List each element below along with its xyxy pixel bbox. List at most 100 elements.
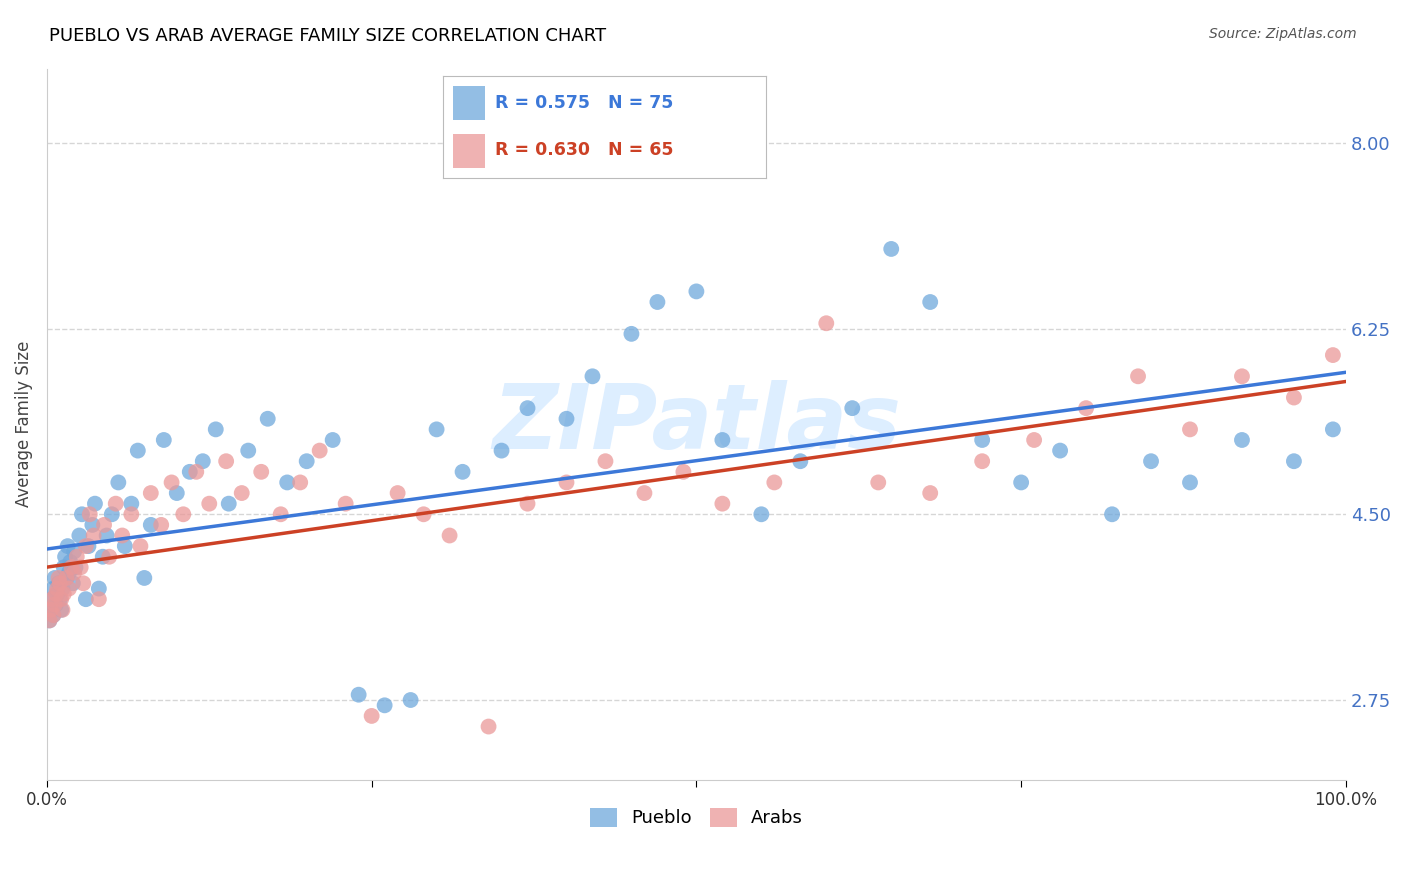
Point	[1178, 422, 1201, 436]
Text: R = 0.575   N = 75: R = 0.575 N = 75	[495, 94, 673, 112]
Point	[84, 497, 107, 511]
Point	[1282, 454, 1305, 468]
Point	[65, 560, 87, 574]
Point	[920, 295, 942, 310]
Point	[516, 497, 538, 511]
Text: ZIPatlas: ZIPatlas	[492, 380, 901, 468]
Point	[412, 508, 434, 522]
Point	[374, 698, 396, 713]
Point	[451, 465, 474, 479]
Point	[70, 508, 93, 522]
Point	[581, 369, 603, 384]
Point	[215, 454, 238, 468]
Point	[51, 603, 73, 617]
Point	[58, 582, 80, 596]
Point	[620, 326, 643, 341]
Point	[42, 582, 65, 596]
Point	[322, 433, 344, 447]
Text: R = 0.630   N = 65: R = 0.630 N = 65	[495, 141, 673, 159]
Point	[672, 465, 695, 479]
Point	[63, 544, 86, 558]
Point	[96, 528, 118, 542]
Point	[204, 422, 226, 436]
Point	[129, 539, 152, 553]
Point	[77, 539, 100, 553]
Point	[53, 549, 76, 564]
Point	[42, 608, 65, 623]
Point	[250, 465, 273, 479]
Point	[972, 433, 994, 447]
Point	[114, 539, 136, 553]
Point	[49, 592, 72, 607]
Point	[152, 433, 174, 447]
Bar	[453, 135, 485, 168]
Point	[39, 603, 62, 617]
Point	[51, 603, 73, 617]
Point	[82, 517, 104, 532]
Point	[120, 508, 142, 522]
Point	[1282, 391, 1305, 405]
Point	[38, 614, 60, 628]
Point	[51, 592, 73, 607]
Point	[46, 587, 69, 601]
Point	[231, 486, 253, 500]
Point	[160, 475, 183, 490]
Point	[763, 475, 786, 490]
Point	[60, 560, 83, 574]
Text: PUEBLO VS ARAB AVERAGE FAMILY SIZE CORRELATION CHART: PUEBLO VS ARAB AVERAGE FAMILY SIZE CORRE…	[49, 27, 606, 45]
Point	[49, 576, 72, 591]
Point	[44, 598, 66, 612]
Point	[841, 401, 863, 416]
Point	[179, 465, 201, 479]
Point	[555, 475, 578, 490]
Point	[290, 475, 312, 490]
Point	[41, 592, 63, 607]
Point	[75, 539, 97, 553]
Point	[711, 497, 734, 511]
Point	[633, 486, 655, 500]
Point	[491, 443, 513, 458]
Point	[62, 576, 84, 591]
Point	[1049, 443, 1071, 458]
Point	[139, 486, 162, 500]
Point	[789, 454, 811, 468]
Point	[111, 528, 134, 542]
Point	[83, 528, 105, 542]
Point	[55, 571, 77, 585]
Point	[335, 497, 357, 511]
Point	[87, 582, 110, 596]
Point	[191, 454, 214, 468]
Point	[66, 549, 89, 564]
Point	[59, 555, 82, 569]
Point	[46, 582, 69, 596]
Point	[127, 443, 149, 458]
Point	[101, 508, 124, 522]
Point	[79, 508, 101, 522]
Point	[238, 443, 260, 458]
Point	[42, 608, 65, 623]
Point	[186, 465, 208, 479]
Point	[347, 688, 370, 702]
Point	[1010, 475, 1032, 490]
Point	[256, 411, 278, 425]
Point	[685, 285, 707, 299]
Point	[426, 422, 449, 436]
Point	[1101, 508, 1123, 522]
Point	[647, 295, 669, 310]
Point	[51, 582, 73, 596]
Point	[45, 587, 67, 601]
Point	[93, 517, 115, 532]
Point	[39, 603, 62, 617]
Point	[868, 475, 890, 490]
Point	[52, 587, 75, 601]
Text: Source: ZipAtlas.com: Source: ZipAtlas.com	[1209, 27, 1357, 41]
Point	[134, 571, 156, 585]
Point	[150, 517, 173, 532]
Point	[107, 475, 129, 490]
Point	[48, 576, 70, 591]
Point	[516, 401, 538, 416]
Point	[52, 560, 75, 574]
Bar	[453, 87, 485, 120]
Point	[44, 571, 66, 585]
Point	[1024, 433, 1046, 447]
